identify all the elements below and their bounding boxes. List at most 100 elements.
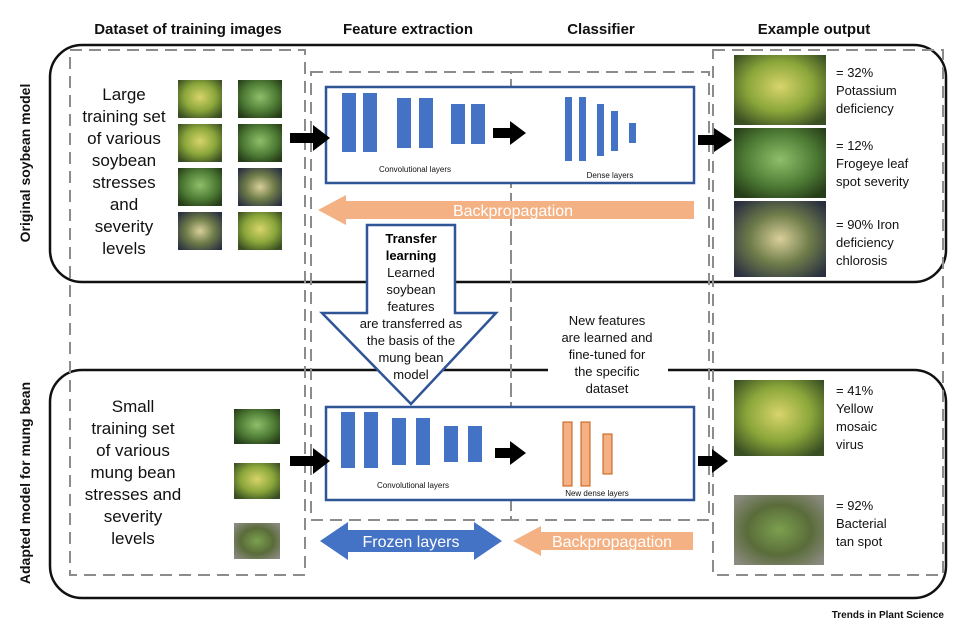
panel-adapted-model xyxy=(48,368,948,600)
svg-text:are transferred as: are transferred as xyxy=(360,316,463,331)
row-label-original: Original soybean model xyxy=(17,84,33,243)
svg-text:levels: levels xyxy=(111,529,154,548)
top-conv-label: Convolutional layers xyxy=(379,165,451,174)
mungbean-image xyxy=(234,463,280,499)
header-feature-extraction: Feature extraction xyxy=(343,21,473,38)
svg-text:chlorosis: chlorosis xyxy=(836,253,888,268)
svg-text:mung bean: mung bean xyxy=(378,350,443,365)
top-dense-label: Dense layers xyxy=(587,171,634,180)
top-training-text: Large training set of various soybean st… xyxy=(82,85,165,258)
output-image xyxy=(734,55,826,125)
header-classifier: Classifier xyxy=(567,21,635,38)
svg-text:tan spot: tan spot xyxy=(836,534,883,549)
svg-text:dataset: dataset xyxy=(586,381,629,396)
header-dataset: Dataset of training images xyxy=(94,21,282,38)
output-column-box xyxy=(712,49,944,576)
mungbean-image xyxy=(234,409,280,444)
soybean-image xyxy=(178,80,222,118)
header-example-output: Example output xyxy=(758,21,871,38)
dataset-column-box xyxy=(69,49,306,576)
svg-text:= 90% Iron: = 90% Iron xyxy=(836,217,899,232)
output-image xyxy=(734,495,824,565)
svg-text:the specific: the specific xyxy=(574,364,640,379)
svg-text:Frogeye leaf: Frogeye leaf xyxy=(836,156,909,171)
svg-text:stresses and: stresses and xyxy=(85,485,181,504)
soybean-image xyxy=(238,124,282,162)
top-output-images xyxy=(734,55,826,277)
svg-text:spot severity: spot severity xyxy=(836,174,909,189)
svg-text:Small: Small xyxy=(112,397,155,416)
svg-text:learning: learning xyxy=(386,248,437,263)
top-output-texts: = 32% Potassium deficiency = 12% Frogeye… xyxy=(836,65,909,268)
svg-text:fine-tuned for: fine-tuned for xyxy=(569,347,646,362)
svg-text:severity: severity xyxy=(95,217,154,236)
arrow-right-icon xyxy=(698,128,732,152)
row-label-adapted: Adapted model for mung bean xyxy=(17,382,33,584)
output-image xyxy=(734,201,826,277)
svg-text:New features: New features xyxy=(569,313,646,328)
arrow-right-icon xyxy=(493,121,526,145)
svg-text:deficiency: deficiency xyxy=(836,235,894,250)
bottom-dense-label: New dense layers xyxy=(565,489,629,498)
soybean-image xyxy=(178,124,222,162)
svg-text:and: and xyxy=(110,195,138,214)
svg-text:mosaic: mosaic xyxy=(836,419,878,434)
svg-text:model: model xyxy=(393,367,429,382)
panel-original-model xyxy=(48,43,948,284)
svg-text:virus: virus xyxy=(836,437,864,452)
svg-text:soybean: soybean xyxy=(92,151,156,170)
svg-text:Learned: Learned xyxy=(387,265,435,280)
arrow-right-icon xyxy=(290,125,330,151)
mungbean-image xyxy=(234,523,280,559)
transfer-learning-text: Transfer learning Learned soybean featur… xyxy=(360,231,463,382)
svg-text:are learned and: are learned and xyxy=(561,330,652,345)
svg-text:stresses: stresses xyxy=(92,173,155,192)
svg-text:soybean: soybean xyxy=(386,282,435,297)
soybean-image xyxy=(238,168,282,206)
bottom-dense-layers xyxy=(562,421,613,487)
svg-text:training set: training set xyxy=(82,107,165,126)
svg-text:= 12%: = 12% xyxy=(836,138,874,153)
top-backprop-arrow xyxy=(318,195,694,225)
bottom-backprop-label: Backpropagation xyxy=(552,534,672,551)
transfer-learning-arrow xyxy=(319,223,499,406)
frozen-layers-label: Frozen layers xyxy=(363,534,460,551)
arrow-right-icon xyxy=(290,448,330,474)
soybean-image xyxy=(238,80,282,118)
bottom-output-texts: = 41% Yellow mosaic virus = 92% Bacteria… xyxy=(836,383,887,549)
svg-text:deficiency: deficiency xyxy=(836,101,894,116)
top-conv-layers xyxy=(342,93,485,152)
svg-text:Yellow: Yellow xyxy=(836,401,874,416)
svg-text:Large: Large xyxy=(102,85,145,104)
soybean-image xyxy=(178,212,222,250)
bottom-backprop-arrow xyxy=(513,526,693,556)
svg-text:of various: of various xyxy=(87,129,161,148)
frozen-layers-arrow xyxy=(320,522,502,560)
new-features-text: New features are learned and fine-tuned … xyxy=(561,313,652,396)
svg-text:training set: training set xyxy=(91,419,174,438)
svg-text:= 41%: = 41% xyxy=(836,383,874,398)
svg-text:the basis of the: the basis of the xyxy=(367,333,455,348)
bottom-conv-layers xyxy=(341,412,482,468)
output-image xyxy=(734,380,824,456)
svg-text:mung bean: mung bean xyxy=(90,463,175,482)
svg-text:Bacterial: Bacterial xyxy=(836,516,887,531)
journal-credit: Trends in Plant Science xyxy=(832,610,945,621)
bottom-output-images xyxy=(734,380,824,565)
arrow-right-icon xyxy=(698,449,728,473)
svg-text:Potassium: Potassium xyxy=(836,83,897,98)
svg-text:Transfer: Transfer xyxy=(385,231,436,246)
soybean-thumbnails xyxy=(178,80,282,250)
bottom-training-text: Small training set of various mung bean … xyxy=(85,397,181,548)
bottom-conv-label: Convolutional layers xyxy=(377,481,449,490)
soybean-image xyxy=(178,168,222,206)
top-dense-layers xyxy=(565,97,636,161)
svg-text:levels: levels xyxy=(102,239,145,258)
top-backprop-label: Backpropagation xyxy=(453,203,573,220)
svg-text:severity: severity xyxy=(104,507,163,526)
arrow-right-icon xyxy=(495,441,526,465)
flow-arrows xyxy=(290,121,732,474)
mungbean-thumbnails xyxy=(234,409,280,559)
soybean-image xyxy=(238,212,282,250)
